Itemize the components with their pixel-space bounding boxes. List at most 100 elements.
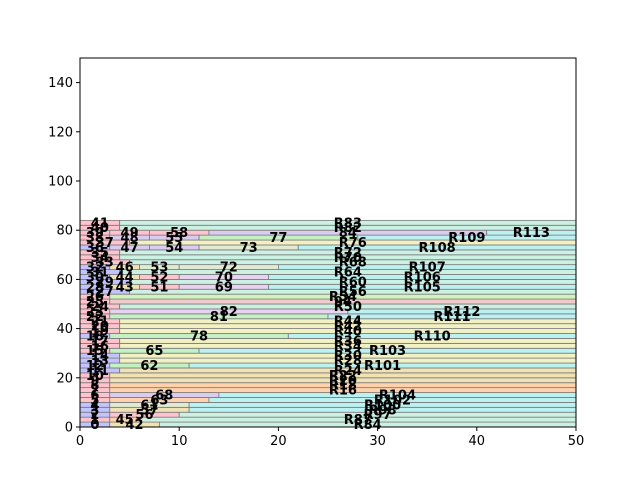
bar-segment-label: 22	[86, 310, 104, 325]
bar-segment-label: 43	[116, 280, 134, 295]
bar-segment-label: 25	[86, 295, 104, 310]
bar-segment-label: 47	[121, 241, 139, 256]
bar-segment-label: 20	[91, 320, 109, 335]
bar-segment-label: 82	[220, 305, 238, 320]
bar-segments	[79, 219, 577, 428]
bar-segment-label: R68	[339, 256, 367, 271]
bar-segment-label: 61	[140, 398, 158, 413]
bar-segment-label: R109	[448, 231, 485, 246]
bar-segment-label: 29	[96, 275, 114, 290]
bar-segment-label: R103	[369, 344, 406, 359]
bar-segment-label: 58	[170, 226, 188, 241]
bar-segment-label: R76	[339, 236, 367, 251]
bar-segment-label: 46	[116, 261, 134, 276]
bar-segment-label: 41	[91, 216, 109, 231]
bar-segment-label: 36	[86, 241, 104, 256]
bar-segment-label: R22	[329, 369, 357, 384]
bar-segment-label: 53	[150, 261, 168, 276]
bar-segment-label: 12	[86, 359, 104, 374]
bar-segment-label: R110	[414, 329, 451, 344]
bar-segment-label: 1	[90, 413, 99, 428]
bar-segment-label: 94	[334, 295, 352, 310]
bar-segment-label: 6	[90, 389, 99, 404]
bar-segment-label: 45	[116, 413, 134, 428]
y-tick-label: 140	[48, 76, 73, 91]
bar-segment-label: 8	[90, 379, 99, 394]
y-tick-label: 0	[65, 421, 73, 436]
bar-segment-label: R28	[334, 354, 362, 369]
bar-segment-label: 65	[145, 344, 163, 359]
bar-segment-label: 16	[91, 339, 109, 354]
bar-segment-label: R16	[329, 384, 357, 399]
x-tick-label: 30	[369, 434, 386, 449]
bar-segment-label: 42	[126, 418, 144, 433]
bar-segment-label: R97	[364, 408, 392, 423]
bar-segment-label: 78	[190, 329, 208, 344]
bar-segment-label: R72	[334, 246, 362, 261]
bar-segment-label: 33	[96, 256, 114, 271]
bar-segment-label: R112	[443, 305, 480, 320]
bar-segment-label: 17	[91, 334, 109, 349]
bar-segment-label: R83	[334, 216, 362, 231]
bar-segment-label: R107	[409, 261, 446, 276]
bar-segment-label: 48	[121, 231, 139, 246]
x-tick-label: 40	[469, 434, 486, 449]
bar-segment-label: 44	[116, 270, 134, 285]
bar-segment-label: 30	[86, 270, 104, 285]
bar-segment-label: 40	[91, 221, 109, 236]
bar-segment-label: 4	[90, 398, 99, 413]
bar-segment-label: R111	[433, 310, 470, 325]
bar-segment-label: 72	[220, 261, 238, 276]
bar-segment-label: R30	[334, 349, 362, 364]
y-tick-label: 20	[56, 371, 73, 386]
bar-segment-label: 49	[121, 226, 139, 241]
bar-segment-label: 70	[215, 270, 233, 285]
bar-segment-label: R105	[404, 280, 441, 295]
bar-segment-label: 3	[90, 403, 99, 418]
bar-segment-label: 73	[240, 241, 258, 256]
bar-segment-label: R24	[334, 364, 362, 379]
bar-segment-label: R18	[329, 379, 357, 394]
bar-segment-label: 84	[339, 226, 357, 241]
bar-segment-label: R87	[344, 413, 372, 428]
bar-segment-label: R42	[334, 320, 362, 335]
bar-segment-label: 24	[91, 300, 109, 315]
bar-segment-label: 0	[90, 418, 99, 433]
bar-segment-label: R100	[364, 398, 401, 413]
bar-segment-label: 26	[86, 290, 104, 305]
bar-segment-label: 5	[90, 393, 99, 408]
bar-segment-label: 2	[90, 408, 99, 423]
bar-segment-label: R50	[334, 300, 362, 315]
bar-segment-label: 52	[150, 270, 168, 285]
y-tick-label: 120	[48, 125, 73, 140]
y-tick-label: 100	[48, 175, 73, 190]
bar-segment-label: 14	[91, 349, 109, 364]
bar-segment-label: 34	[91, 251, 109, 266]
x-axis-ticks: 0 10 20 30 40 50	[76, 427, 584, 449]
bar-segment-label: R36	[334, 334, 362, 349]
bar-segment-label: 38	[86, 231, 104, 246]
bar-segment-label: R56	[339, 285, 367, 300]
bar-segment-label: 57	[140, 403, 158, 418]
bar-segment-label: 35	[91, 246, 109, 261]
bar-segment-label: R84	[354, 418, 382, 433]
bar-segment-label: 54	[165, 241, 183, 256]
bar-segment-label: R20	[329, 374, 357, 389]
bar-segment-label: 15	[86, 344, 104, 359]
bar-segment-label: R44	[334, 315, 362, 330]
y-tick-label: 40	[56, 322, 73, 337]
bar-segment-label: 68	[155, 389, 173, 404]
bar-segment-label: 18	[86, 329, 104, 344]
bar-segment-label: R60	[339, 275, 367, 290]
bar-segment-label: 39	[86, 226, 104, 241]
bar-segment-label: R34	[334, 339, 362, 354]
bar-segment-label: R64	[334, 266, 362, 281]
bar-segment-label: R101	[364, 359, 401, 374]
bar-segment-label: 11	[91, 364, 109, 379]
bar-segment-label: 37	[96, 236, 114, 251]
bar-segment-label: R70	[334, 251, 362, 266]
bar-segment-label: R102	[374, 393, 411, 408]
bar-segment-label: R98	[369, 403, 397, 418]
bar-segment-label: 77	[269, 231, 287, 246]
